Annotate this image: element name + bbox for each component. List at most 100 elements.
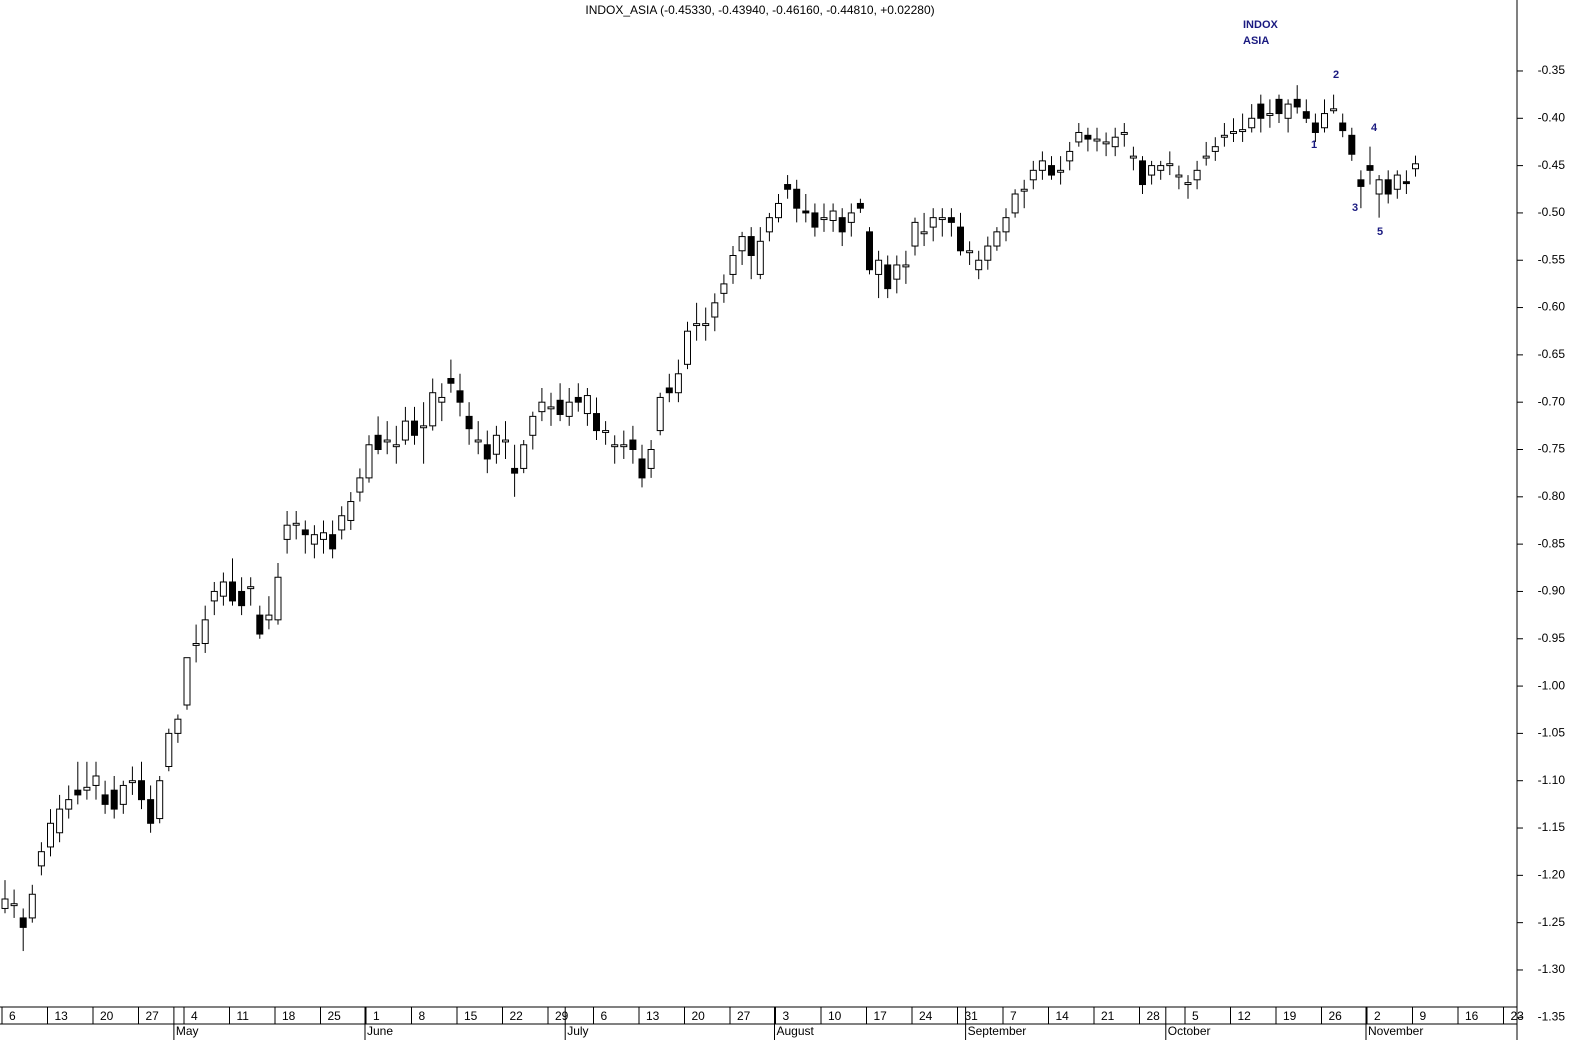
candle-body (957, 226, 964, 252)
x-tick-label: 31 (965, 1009, 979, 1023)
candle-body (511, 467, 519, 474)
y-tick-label: -0.95 (1538, 631, 1566, 645)
candle-body (229, 581, 236, 602)
candle-body (1038, 160, 1046, 171)
candle-body (28, 893, 36, 919)
x-tick-label: 8 (419, 1009, 426, 1023)
y-tick-label: -0.45 (1538, 158, 1566, 172)
x-tick-label: 24 (919, 1009, 933, 1023)
candle-body (1202, 155, 1210, 159)
candle-body (292, 522, 300, 526)
candle-body (320, 532, 327, 540)
candle-body (219, 581, 227, 597)
candle-body (1184, 182, 1192, 186)
candle-body (920, 231, 928, 235)
candle-body (1257, 103, 1265, 119)
annotation: 4 (1371, 122, 1378, 134)
candle-body (201, 619, 209, 644)
candle-body (702, 323, 710, 327)
x-tick-label: 4 (191, 1009, 198, 1023)
candle-body (1284, 103, 1292, 119)
candle-body (265, 614, 273, 621)
x-tick-label: 19 (1283, 1009, 1297, 1023)
candle-body (1102, 141, 1110, 145)
candle-body (138, 780, 145, 801)
candle-body (547, 406, 555, 410)
month-label: September (968, 1024, 1027, 1038)
candle-body (847, 212, 855, 223)
candle-body (1075, 131, 1083, 143)
candle-body (738, 236, 746, 252)
candle-body (656, 396, 664, 432)
x-tick-label: 6 (601, 1009, 608, 1023)
candle-body (165, 732, 173, 768)
candle-body (529, 415, 537, 436)
annotation: 5 (1377, 226, 1383, 238)
candle-body (174, 718, 182, 734)
x-tick-label: 29 (555, 1009, 569, 1023)
candle-body (347, 501, 355, 521)
candle-body (875, 259, 883, 275)
candle-body (474, 439, 482, 443)
x-tick-label: 14 (1056, 1009, 1070, 1023)
candle-body (192, 642, 200, 646)
x-tick-label: 11 (237, 1009, 250, 1023)
x-tick-label: 9 (1420, 1009, 1427, 1023)
y-tick-label: -1.20 (1538, 868, 1566, 882)
candle-body (966, 250, 974, 254)
annotation: 3 (1352, 202, 1358, 214)
candle-body (110, 789, 118, 810)
candle-body (1412, 163, 1419, 170)
candle-body (1129, 155, 1137, 159)
candle-body (802, 210, 810, 214)
candle-body (620, 444, 628, 448)
x-tick-label: 23 (1511, 1009, 1525, 1023)
y-tick-label: -0.90 (1538, 584, 1566, 598)
candle-body (483, 444, 491, 460)
annotation: 2 (1333, 69, 1339, 81)
candle-body (984, 245, 992, 261)
candle-body (183, 657, 191, 706)
candle-body (665, 387, 673, 394)
candle-body (392, 444, 400, 448)
annotation: INDOX (1243, 19, 1279, 31)
annotation: ASIA (1243, 35, 1269, 47)
y-tick-label: -0.35 (1538, 63, 1566, 77)
month-label: October (1168, 1024, 1211, 1038)
candle-body (1230, 131, 1237, 134)
candle-body (565, 401, 573, 417)
candle-body (1139, 160, 1146, 186)
candle-body (429, 392, 437, 427)
candle-body (147, 799, 155, 824)
candle-body (210, 590, 218, 602)
x-tick-label: 22 (510, 1009, 524, 1023)
candle-body (856, 202, 864, 209)
y-tick-label: -0.50 (1538, 205, 1566, 219)
candle-body (574, 396, 582, 403)
month-label: November (1368, 1024, 1423, 1038)
candle-body (884, 264, 892, 290)
x-tick-label: 27 (737, 1009, 751, 1023)
candle-body (1120, 131, 1128, 135)
candle-body (720, 283, 728, 294)
candle-body (611, 444, 619, 448)
candle-body (784, 184, 792, 190)
candle-body (119, 784, 127, 805)
y-tick-label: -0.60 (1538, 300, 1566, 314)
candle-body (593, 413, 600, 432)
candle-body (1330, 108, 1338, 112)
candle-body (365, 444, 373, 479)
x-tick-label: 20 (100, 1009, 114, 1023)
y-tick-label: -0.85 (1538, 536, 1566, 550)
candle-body (1048, 165, 1055, 176)
candle-body (10, 903, 18, 907)
x-tick-label: 12 (1238, 1009, 1252, 1023)
candle-body (447, 378, 455, 384)
candle-body (520, 444, 528, 469)
candle-body (329, 534, 337, 550)
candle-body (83, 786, 91, 791)
candle-body (1084, 134, 1092, 140)
candle-body (1293, 98, 1301, 108)
candle-body (1148, 165, 1156, 176)
